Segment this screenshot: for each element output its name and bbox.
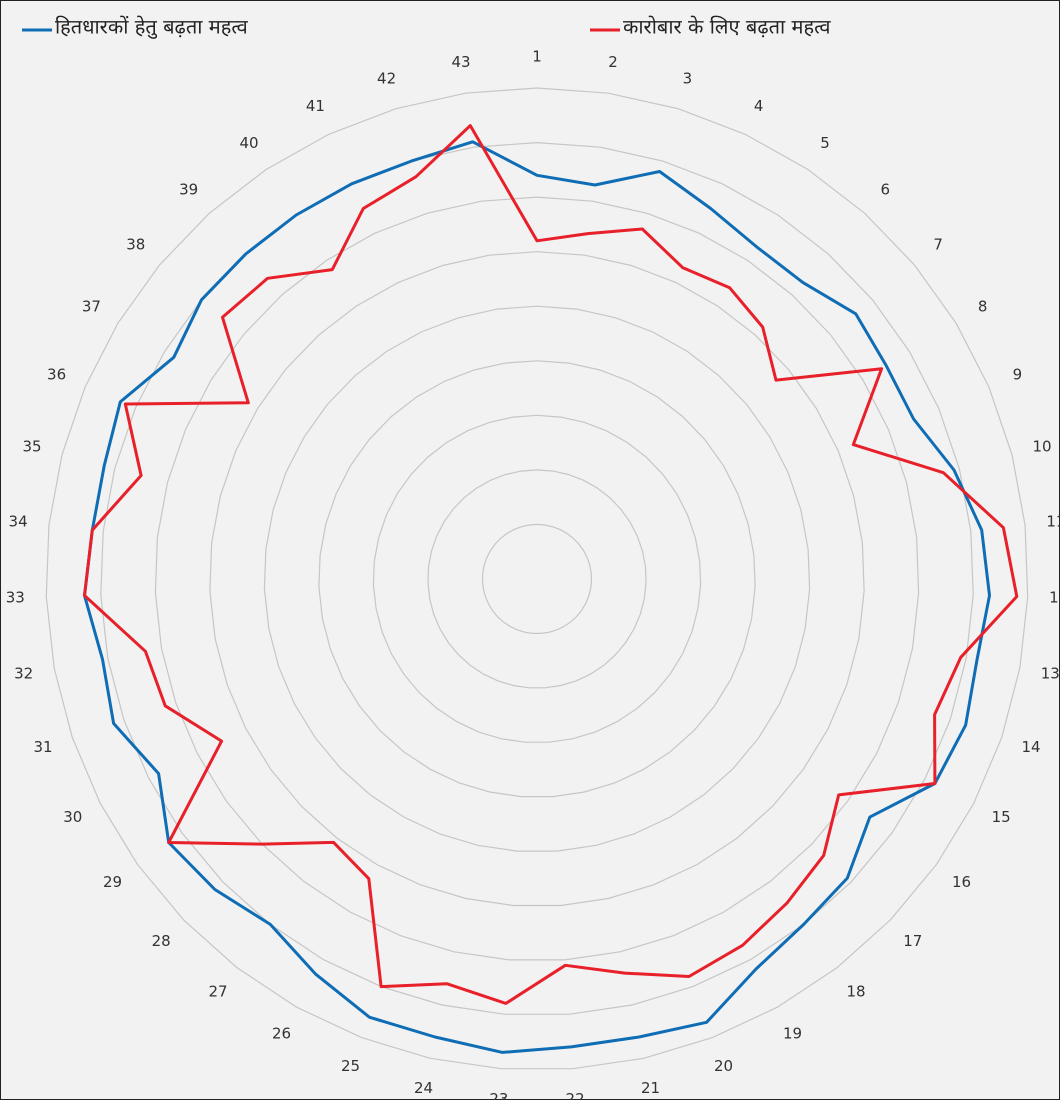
category-label: 34 bbox=[9, 512, 28, 530]
grid-ring bbox=[154, 196, 920, 961]
category-label: 8 bbox=[978, 298, 988, 316]
category-label: 24 bbox=[414, 1079, 433, 1097]
category-label: 41 bbox=[306, 97, 325, 115]
category-label: 29 bbox=[103, 873, 122, 891]
category-label: 36 bbox=[47, 365, 66, 383]
category-label: 26 bbox=[272, 1025, 291, 1043]
category-label: 6 bbox=[881, 181, 891, 199]
category-label: 3 bbox=[683, 70, 693, 88]
grid-ring bbox=[372, 414, 702, 743]
category-label: 1 bbox=[532, 48, 542, 66]
category-label: 12 bbox=[1049, 589, 1060, 607]
grid-ring bbox=[209, 251, 865, 907]
category-label: 37 bbox=[82, 298, 101, 316]
category-label: 14 bbox=[1021, 738, 1040, 756]
category-label: 5 bbox=[820, 134, 830, 152]
category-label: 9 bbox=[1013, 365, 1023, 383]
category-label: 22 bbox=[566, 1090, 585, 1100]
category-label: 32 bbox=[14, 664, 33, 682]
category-label: 17 bbox=[903, 932, 922, 950]
series-line bbox=[83, 140, 991, 1054]
grid-ring bbox=[318, 360, 756, 798]
legend-text: हितधारकों हेतु बढ़ता महत्व bbox=[55, 15, 249, 40]
category-label: 39 bbox=[179, 181, 198, 199]
category-label: 38 bbox=[126, 236, 145, 254]
category-label: 30 bbox=[63, 808, 82, 826]
category-label: 4 bbox=[754, 97, 764, 115]
category-label: 10 bbox=[1032, 438, 1051, 456]
category-label: 43 bbox=[451, 53, 470, 71]
category-label: 31 bbox=[33, 738, 52, 756]
category-label: 21 bbox=[641, 1079, 660, 1097]
category-label: 33 bbox=[6, 589, 25, 607]
category-label: 23 bbox=[489, 1090, 508, 1100]
category-label: 16 bbox=[952, 873, 971, 891]
category-label: 42 bbox=[377, 70, 396, 88]
category-label: 40 bbox=[239, 134, 258, 152]
category-label: 20 bbox=[714, 1057, 733, 1075]
category-label: 11 bbox=[1046, 512, 1060, 530]
category-label: 13 bbox=[1041, 664, 1060, 682]
category-label: 25 bbox=[341, 1057, 360, 1075]
category-label: 15 bbox=[992, 808, 1011, 826]
category-label: 19 bbox=[783, 1025, 802, 1043]
grid-ring bbox=[481, 523, 593, 635]
grid-ring bbox=[45, 87, 1029, 1070]
grid-ring bbox=[427, 469, 647, 689]
category-label: 28 bbox=[152, 932, 171, 950]
category-label: 35 bbox=[22, 438, 41, 456]
category-label: 7 bbox=[933, 236, 943, 254]
grid-ring bbox=[100, 141, 974, 1015]
grid-ring bbox=[263, 305, 811, 852]
category-label: 2 bbox=[608, 53, 618, 71]
category-label: 27 bbox=[208, 983, 227, 1001]
category-label: 18 bbox=[846, 983, 865, 1001]
legend-text: कारोबार के लिए बढ़ता महत्व bbox=[623, 15, 831, 39]
series-line bbox=[83, 124, 1019, 1005]
